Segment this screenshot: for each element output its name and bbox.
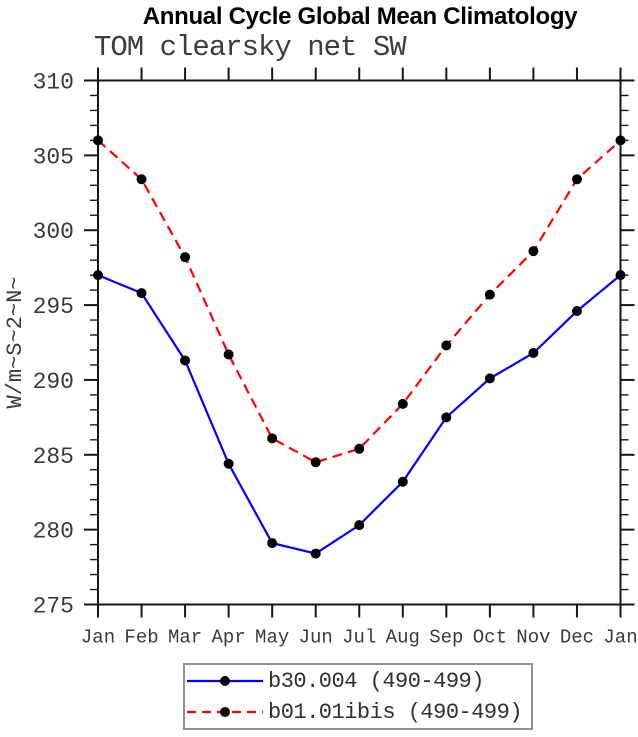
data-point-marker — [354, 520, 365, 531]
plot-frame — [97, 79, 622, 606]
legend-label: b01.01ibis (490-499) — [268, 699, 523, 725]
x-axis-tick-label: Aug — [386, 627, 420, 649]
data-point-marker — [528, 246, 539, 257]
data-point-marker — [93, 135, 103, 146]
x-axis-tick-label: Nov — [516, 627, 550, 649]
x-axis-tick-label: Oct — [473, 627, 507, 649]
data-point-marker — [223, 458, 234, 469]
data-point-marker — [354, 443, 365, 454]
legend-line-sample-dashed — [187, 707, 263, 717]
chart-subtitle: TOM clearsky net SW — [94, 31, 407, 64]
data-point-marker — [180, 252, 191, 263]
x-axis-tick-label: Apr — [212, 627, 246, 649]
data-point-marker — [93, 270, 103, 281]
y-axis-tick-label: 275 — [33, 594, 74, 620]
data-point-marker — [267, 538, 278, 549]
y-axis-tick-label: 290 — [33, 369, 74, 395]
data-point-marker — [180, 355, 191, 366]
y-axis-tick-label: 295 — [33, 294, 74, 320]
data-point-marker — [397, 476, 408, 487]
y-axis-tick-label: 305 — [33, 144, 74, 170]
x-axis-tick-label: May — [255, 627, 289, 649]
data-point-marker — [528, 347, 539, 358]
chart-title: Annual Cycle Global Mean Climatology — [142, 3, 578, 30]
legend-entry-b01-01ibis: b01.01ibis (490-499) — [185, 697, 531, 728]
x-axis-tick-label: Dec — [560, 627, 594, 649]
data-point-marker — [615, 270, 626, 281]
y-axis-tick-label: 310 — [33, 70, 74, 96]
legend-sample-marker — [220, 707, 230, 717]
data-point-marker — [441, 412, 452, 423]
y-axis-tick-label: 280 — [33, 519, 74, 545]
x-axis-tick-label: Jul — [342, 627, 376, 649]
y-axis-title: W/m~S~2~N~ — [3, 276, 28, 408]
data-point-marker — [310, 548, 321, 559]
data-point-marker — [310, 457, 321, 468]
legend-entry-b30-004: b30.004 (490-499) — [185, 666, 531, 697]
data-point-marker — [484, 289, 495, 300]
x-axis-tick-label: Feb — [124, 627, 158, 649]
x-axis-tick-label: Jan — [81, 627, 115, 649]
data-point-marker — [571, 174, 582, 185]
x-axis-tick-label: Sep — [429, 627, 463, 649]
data-point-marker — [484, 373, 495, 384]
data-point-marker — [223, 349, 234, 360]
y-axis-tick-label: 300 — [33, 219, 74, 245]
legend-box: b30.004 (490-499) b01.01ibis (490-499) — [183, 663, 533, 730]
data-point-marker — [441, 340, 452, 351]
data-point-marker — [136, 174, 147, 185]
x-axis-tick-label: Mar — [168, 627, 202, 649]
data-point-marker — [397, 398, 408, 409]
data-point-marker — [615, 135, 626, 146]
series-line-solid — [97, 274, 622, 555]
x-axis-tick-label: Jun — [299, 627, 333, 649]
x-axis-tick-label: Jan — [603, 627, 637, 649]
series-line-dashed — [97, 139, 622, 464]
legend-sample-marker — [220, 676, 230, 686]
plot-area: 275 280 285 290 295 300 305 310 Jan Feb Mar Apr May J… — [3, 67, 638, 649]
y-axis-tick-label: 285 — [33, 444, 74, 470]
data-point-marker — [267, 433, 278, 444]
data-point-marker — [136, 288, 147, 299]
data-point-marker — [571, 306, 582, 317]
legend-label: b30.004 (490-499) — [268, 668, 484, 694]
legend-line-sample-solid — [187, 676, 263, 686]
